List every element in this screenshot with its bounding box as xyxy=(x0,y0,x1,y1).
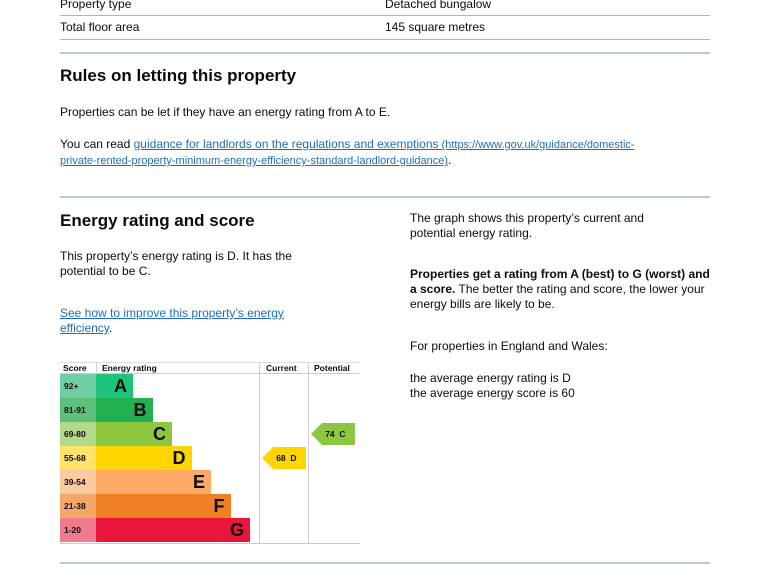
improve-efficiency-link[interactable]: See how to improve this property’s energ… xyxy=(60,306,284,335)
england-wales-text: For properties in England and Wales: xyxy=(410,339,608,353)
text: You can read xyxy=(60,137,134,151)
text: . xyxy=(448,153,452,167)
score-band-e: 39-54 xyxy=(60,470,96,494)
letting-title: Rules on letting this property xyxy=(60,66,297,85)
average-score: the average energy score is 60 xyxy=(410,386,575,400)
letting-guidance: You can read guidance for landlords on t… xyxy=(60,137,700,169)
score-band-g: 1-20 xyxy=(60,518,96,542)
section-divider xyxy=(60,562,710,564)
score-header: Score xyxy=(63,363,87,373)
rating-bar-b: B xyxy=(96,398,153,422)
energy-title: Energy rating and score xyxy=(60,211,255,230)
score-band-c: 69-80 xyxy=(60,422,96,446)
current-rating-arrow: 68 D xyxy=(262,447,306,469)
link-text: guidance for landlords on the regulation… xyxy=(133,137,439,151)
property-type-label: Property type xyxy=(60,0,132,11)
property-type-value: Detached bungalow xyxy=(385,0,492,11)
energy-rating-text: This property’s energy rating is D. It h… xyxy=(60,249,292,278)
average-rating: the average energy rating is D xyxy=(410,371,571,385)
bold-text: Properties get a rating from A (best) to… xyxy=(410,267,710,296)
divider xyxy=(60,39,710,40)
rating-bar-a: A xyxy=(96,374,133,398)
letting-text: Properties can be let if they have an en… xyxy=(60,105,391,119)
floor-area-value: 145 square metres xyxy=(385,20,486,34)
rating-bar-g: G xyxy=(96,518,250,542)
section-divider xyxy=(60,196,710,198)
divider xyxy=(60,15,710,16)
score-band-f: 21-38 xyxy=(60,494,96,518)
section-divider xyxy=(60,52,710,54)
energy-rating-chart: Score Energy rating Current Potential 92… xyxy=(60,362,360,544)
rating-bar-c: C xyxy=(96,422,172,446)
score-band-a: 92+ xyxy=(60,374,96,398)
score-band-d: 55-68 xyxy=(60,446,96,470)
graph-description: The graph shows this property’s current … xyxy=(410,211,644,240)
landlord-guidance-link[interactable]: guidance for landlords on the regulation… xyxy=(60,137,635,167)
rating-bar-f: F xyxy=(96,494,231,518)
potential-header: Potential xyxy=(314,363,350,373)
rating-explanation: Properties get a rating from A (best) to… xyxy=(410,267,710,312)
rating-bar-e: E xyxy=(96,470,211,494)
improve-paragraph: See how to improve this property’s energ… xyxy=(60,306,320,336)
text: The better the rating and score, the low… xyxy=(410,282,705,311)
floor-area-label: Total floor area xyxy=(60,20,140,34)
potential-rating-arrow: 74 C xyxy=(311,423,355,445)
link-url: private-rented-property-minimum-energy-e… xyxy=(60,155,449,167)
rating-bar-d: D xyxy=(96,446,192,470)
current-header: Current xyxy=(266,363,297,373)
text: . xyxy=(108,321,113,335)
rating-header: Energy rating xyxy=(102,363,157,373)
link-url: (https://www.gov.uk/guidance/domestic- xyxy=(438,139,635,151)
score-band-b: 81-91 xyxy=(60,398,96,422)
